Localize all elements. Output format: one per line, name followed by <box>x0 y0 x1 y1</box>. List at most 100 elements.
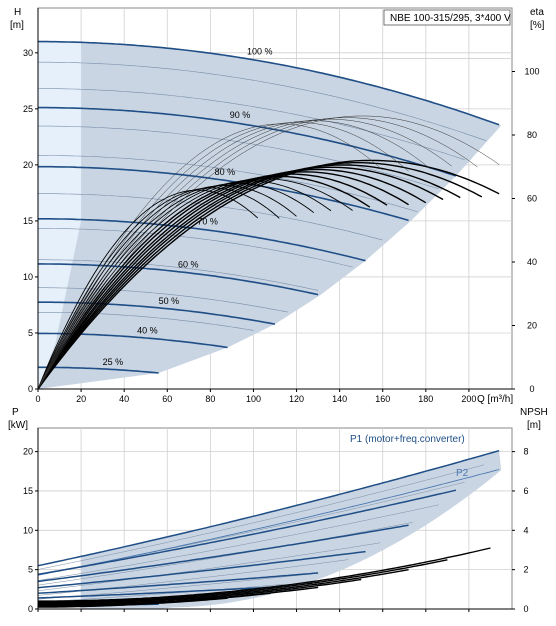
thin-head-curve <box>37 88 465 160</box>
y2-label-eta: eta <box>530 7 544 18</box>
y-tick-label: 15 <box>23 486 33 496</box>
efficiency-curve <box>37 187 280 390</box>
y2-label-npsh: NPSH <box>520 407 548 418</box>
efficiency-curve <box>37 171 409 390</box>
x-tick-label: 180 <box>418 394 433 404</box>
speed-label: 60 % <box>178 260 199 270</box>
y-tick-label: 10 <box>23 525 33 535</box>
y2-tick-label: 40 <box>527 257 537 267</box>
chart-title: NBE 100-315/295, 3*400 V <box>390 13 511 24</box>
x-tick-label: 100 <box>246 394 261 404</box>
speed-label: 40 % <box>137 325 158 335</box>
y2-axis-label-top: eta [%] <box>530 7 547 31</box>
y2-tick-label: 100 <box>524 67 539 77</box>
y-tick-label: 0 <box>28 604 33 614</box>
y2-tick-label: 0 <box>529 384 534 394</box>
y2-tick-label: 80 <box>527 130 537 140</box>
speed-label: 25 % <box>103 357 124 367</box>
y2-tick-label: 4 <box>523 525 528 535</box>
y-tick-label: 0 <box>28 384 33 394</box>
bottom-axes: 0 5 10 15 20 0 2 4 6 8 <box>23 428 529 614</box>
thin-power-curve <box>37 504 439 581</box>
npsh-curve <box>38 602 159 608</box>
thin-head-curve <box>38 287 288 313</box>
x-tick-label: 140 <box>332 394 347 404</box>
npsh-curves <box>38 547 491 608</box>
p1-curve <box>37 550 366 589</box>
head-curve <box>38 106 457 177</box>
head-efficiency-panel: 100 % 90 % 80 % 70 % 60 % 50 % 40 % 25 % 0 20 40 6… <box>10 7 547 405</box>
efficiency-curve <box>37 182 315 390</box>
y-tick-label: 5 <box>28 565 33 575</box>
y-tick-label: 30 <box>23 48 33 58</box>
head-curve <box>38 165 409 222</box>
y2-tick-label: 8 <box>523 447 528 457</box>
p1-curve <box>37 489 457 576</box>
speed-labels: 100 % 90 % 80 % 70 % 60 % 50 % 40 % 25 % <box>103 47 273 367</box>
head-curve <box>38 366 159 374</box>
y2-label-npsh-unit: [m] <box>527 420 541 431</box>
y2-tick-label: 20 <box>527 321 537 331</box>
thin-power-curve <box>37 522 413 586</box>
bottom-thin-curves <box>37 464 500 605</box>
thin-efficiency-curve <box>37 122 409 390</box>
p2-annotation: P2 <box>456 468 469 479</box>
thin-head-curve <box>37 61 487 141</box>
thin-efficiency-curve <box>37 123 383 390</box>
speed-label: 70 % <box>197 217 218 227</box>
x-tick-label: 120 <box>289 394 304 404</box>
y-axis-label-bottom: P [kW] <box>8 407 28 431</box>
p1-curve <box>37 449 500 567</box>
efficiency-curves <box>37 115 500 390</box>
y-tick-label: 15 <box>23 216 33 226</box>
efficiency-curve <box>37 185 297 390</box>
efficiency-curve <box>37 166 444 390</box>
npsh-curve <box>38 559 448 603</box>
y2-tick-label: 60 <box>527 194 537 204</box>
thin-head-curve <box>38 125 439 190</box>
x-tick-label: 60 <box>162 394 172 404</box>
efficiency-curve <box>37 175 371 390</box>
thin-efficiency-curve <box>37 117 478 390</box>
npsh-curve <box>38 569 409 604</box>
top-axes: 0 20 40 60 80 100 120 140 160 180 200 0 5 10 15 20 25 30 0… <box>23 8 540 404</box>
p1-curve <box>37 524 409 583</box>
efficiency-curve <box>37 162 483 390</box>
title-box <box>383 9 511 26</box>
thin-power-curve <box>37 584 284 603</box>
npsh-curve <box>38 547 491 602</box>
head-curve <box>38 40 500 126</box>
speed-label: 80 % <box>215 167 236 177</box>
npsh-curve <box>38 578 362 605</box>
p1-curve <box>37 572 319 595</box>
thin-head-curve <box>38 312 254 331</box>
x-tick-label: 160 <box>375 394 390 404</box>
y2-tick-label: 0 <box>523 604 528 614</box>
x-tick-label: 40 <box>119 394 129 404</box>
thin-efficiency-curve <box>37 118 452 390</box>
npsh-curve <box>38 586 319 606</box>
head-curve <box>38 263 319 296</box>
power-area <box>81 450 502 609</box>
y2-label-eta-unit: [%] <box>530 20 545 31</box>
x-tick-label: 200 <box>461 394 476 404</box>
y-label-h: H <box>14 7 21 18</box>
y2-tick-label: 6 <box>523 486 528 496</box>
p2-curve <box>37 469 500 576</box>
efficiency-curve <box>37 168 427 390</box>
power-npsh-panel: 0 5 10 15 20 0 2 4 6 8 P [kW] NPSH [m] P1 (motor+… <box>8 407 548 614</box>
y-label-h-unit: [m] <box>10 20 24 31</box>
thin-efficiency-curve <box>37 120 431 390</box>
y-tick-label: 25 <box>23 104 33 114</box>
y-axis-label-top: H [m] <box>10 7 24 31</box>
y-tick-label: 10 <box>23 272 33 282</box>
y-tick-label: 5 <box>28 328 33 338</box>
y2-tick-label: 2 <box>523 565 528 575</box>
x-axis-label: Q [m³/h] <box>477 394 513 405</box>
y-tick-label: 20 <box>23 160 33 170</box>
thin-head-curve <box>38 155 418 212</box>
operating-area <box>38 41 502 389</box>
speed-label: 90 % <box>230 110 251 120</box>
